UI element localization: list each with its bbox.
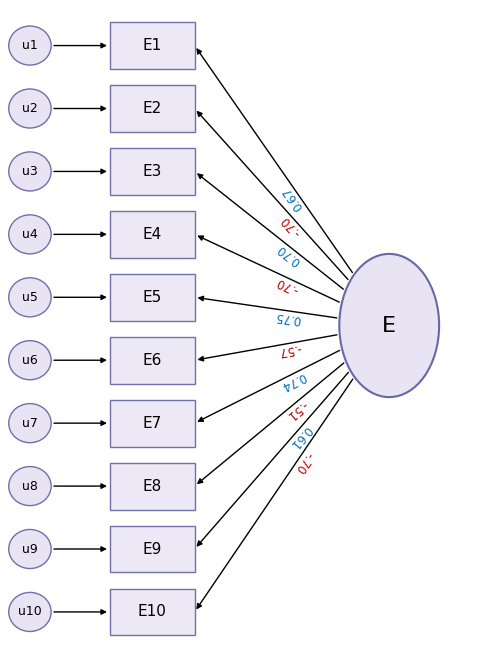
Text: -.51: -.51 [284,398,310,422]
FancyBboxPatch shape [110,211,195,258]
Text: 0.61: 0.61 [287,423,314,451]
Text: E9: E9 [143,542,162,557]
FancyBboxPatch shape [110,148,195,195]
Ellipse shape [339,254,439,397]
Ellipse shape [8,592,51,631]
Text: E2: E2 [143,101,162,116]
Text: u5: u5 [22,291,38,304]
Text: E: E [382,316,396,335]
Text: E6: E6 [143,353,162,368]
Text: E1: E1 [143,38,162,53]
Text: E10: E10 [138,604,167,620]
Text: 0.70: 0.70 [274,241,303,268]
Ellipse shape [8,467,51,506]
FancyBboxPatch shape [110,400,195,447]
Ellipse shape [8,152,51,191]
Text: 0.74: 0.74 [279,369,308,393]
Ellipse shape [8,529,51,568]
FancyBboxPatch shape [110,22,195,69]
FancyBboxPatch shape [110,463,195,510]
Text: 0.67: 0.67 [280,184,306,213]
Text: u9: u9 [22,542,38,555]
Ellipse shape [8,404,51,443]
Text: -.57: -.57 [277,341,302,358]
FancyBboxPatch shape [110,337,195,383]
Text: u7: u7 [22,417,38,430]
Text: u1: u1 [22,39,38,52]
Text: E7: E7 [143,415,162,431]
FancyBboxPatch shape [110,274,195,321]
Text: -.70: -.70 [274,274,301,296]
Text: u2: u2 [22,102,38,115]
Ellipse shape [8,340,51,380]
Text: u8: u8 [22,480,38,493]
FancyBboxPatch shape [110,525,195,572]
Ellipse shape [8,215,51,254]
FancyBboxPatch shape [110,85,195,132]
Text: u10: u10 [18,605,42,618]
Text: E4: E4 [143,227,162,242]
Text: u3: u3 [22,165,38,178]
Ellipse shape [8,26,51,65]
Text: E5: E5 [143,290,162,305]
Text: u6: u6 [22,353,38,367]
Text: E8: E8 [143,478,162,493]
Ellipse shape [8,89,51,128]
Text: u4: u4 [22,228,38,241]
FancyBboxPatch shape [110,589,195,635]
Text: -.70: -.70 [278,212,303,238]
Text: -.70: -.70 [292,450,316,476]
Text: E3: E3 [143,164,162,179]
Text: 0.75: 0.75 [274,309,302,326]
Ellipse shape [8,278,51,317]
